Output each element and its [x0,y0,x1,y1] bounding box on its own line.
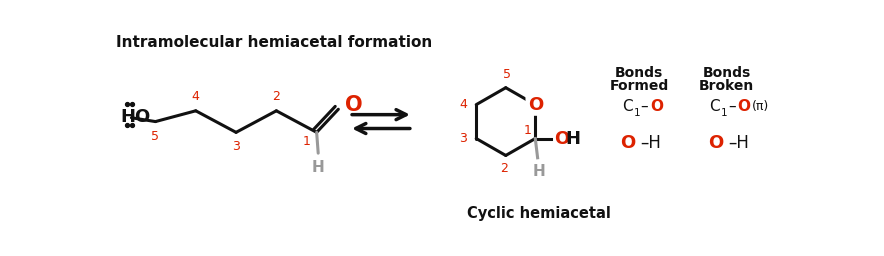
Text: 3: 3 [232,141,240,154]
Text: (π): (π) [751,100,769,113]
Text: C: C [710,99,720,114]
Text: O: O [621,134,636,152]
Text: –: – [728,99,735,114]
Text: O: O [650,99,663,114]
Text: HO: HO [120,108,151,126]
Text: O: O [528,96,543,114]
Text: 4: 4 [192,90,200,103]
Text: –H: –H [728,134,749,152]
Text: 3: 3 [459,132,467,145]
Text: Cyclic hemiacetal: Cyclic hemiacetal [467,207,611,221]
Text: 5: 5 [502,68,511,81]
Text: C: C [622,99,633,114]
Text: 1: 1 [523,124,531,136]
Text: H: H [533,164,545,179]
Text: Intramolecular hemiacetal formation: Intramolecular hemiacetal formation [116,35,432,50]
Text: –H: –H [641,134,661,152]
Text: O: O [708,134,723,152]
Text: 2: 2 [500,162,508,175]
Text: O: O [345,95,362,115]
Text: O: O [554,130,569,147]
Text: 5: 5 [151,130,159,143]
Text: 2: 2 [272,90,280,103]
Text: 1: 1 [302,135,310,148]
Text: 4: 4 [459,98,467,111]
Text: Bonds: Bonds [703,66,751,80]
Text: Broken: Broken [699,79,754,93]
Text: 1: 1 [721,108,728,118]
Text: Formed: Formed [609,79,668,93]
Text: Bonds: Bonds [615,66,663,80]
Text: O: O [737,99,751,114]
Text: 1: 1 [634,108,640,118]
Text: H: H [566,130,581,147]
Text: –: – [641,99,648,114]
Text: H: H [312,160,324,175]
